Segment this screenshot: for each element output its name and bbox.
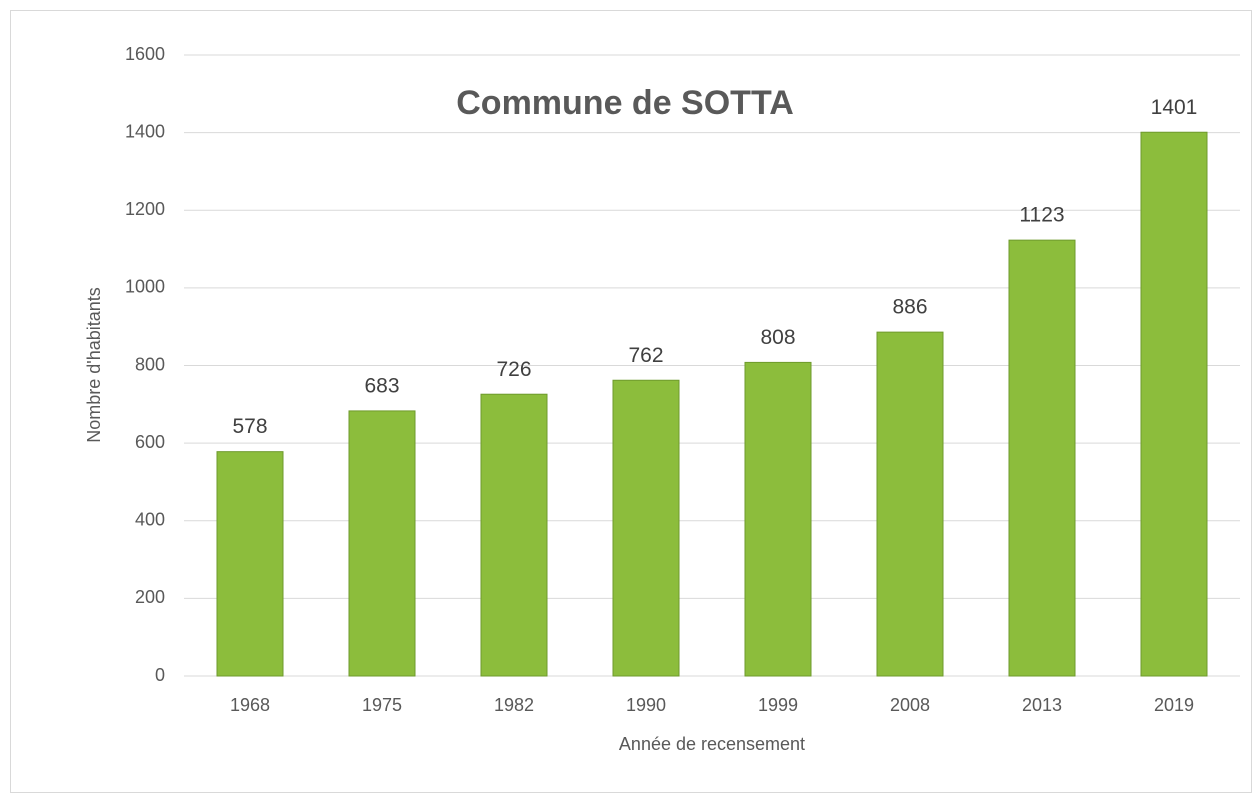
y-tick-label: 1000 (125, 277, 165, 297)
data-label: 726 (496, 358, 531, 381)
y-tick-label: 800 (135, 354, 165, 374)
x-tick-label: 2008 (890, 695, 930, 715)
data-label: 886 (892, 296, 927, 319)
data-label: 578 (232, 415, 267, 438)
bar (744, 361, 812, 677)
x-axis-label: Année de recensement (619, 734, 805, 754)
y-axis-label: Nombre d'habitants (84, 287, 104, 443)
data-label: 1401 (1151, 96, 1198, 119)
x-tick-label: 1982 (494, 695, 534, 715)
bar (876, 331, 944, 677)
bar (1140, 131, 1208, 677)
bar (348, 410, 416, 677)
x-tick-label: 1968 (230, 695, 270, 715)
x-tick-label: 1990 (626, 695, 666, 715)
bar (612, 379, 680, 677)
y-tick-label: 1400 (125, 121, 165, 141)
y-tick-label: 200 (135, 587, 165, 607)
x-tick-label: 2019 (1154, 695, 1194, 715)
data-label: 808 (760, 326, 795, 349)
data-label: 683 (364, 374, 399, 397)
bar (1008, 239, 1076, 677)
chart-title: Commune de SOTTA (456, 84, 794, 122)
bar (216, 451, 284, 677)
x-tick-label: 1999 (758, 695, 798, 715)
y-tick-label: 400 (135, 510, 165, 530)
x-tick-label: 1975 (362, 695, 402, 715)
y-tick-label: 600 (135, 432, 165, 452)
x-tick-label: 2013 (1022, 695, 1062, 715)
data-label: 1123 (1019, 204, 1064, 227)
data-label: 762 (628, 344, 663, 367)
bar (480, 393, 548, 677)
y-tick-label: 1600 (125, 44, 165, 64)
y-tick-label: 0 (155, 665, 165, 685)
y-tick-label: 1200 (125, 199, 165, 219)
